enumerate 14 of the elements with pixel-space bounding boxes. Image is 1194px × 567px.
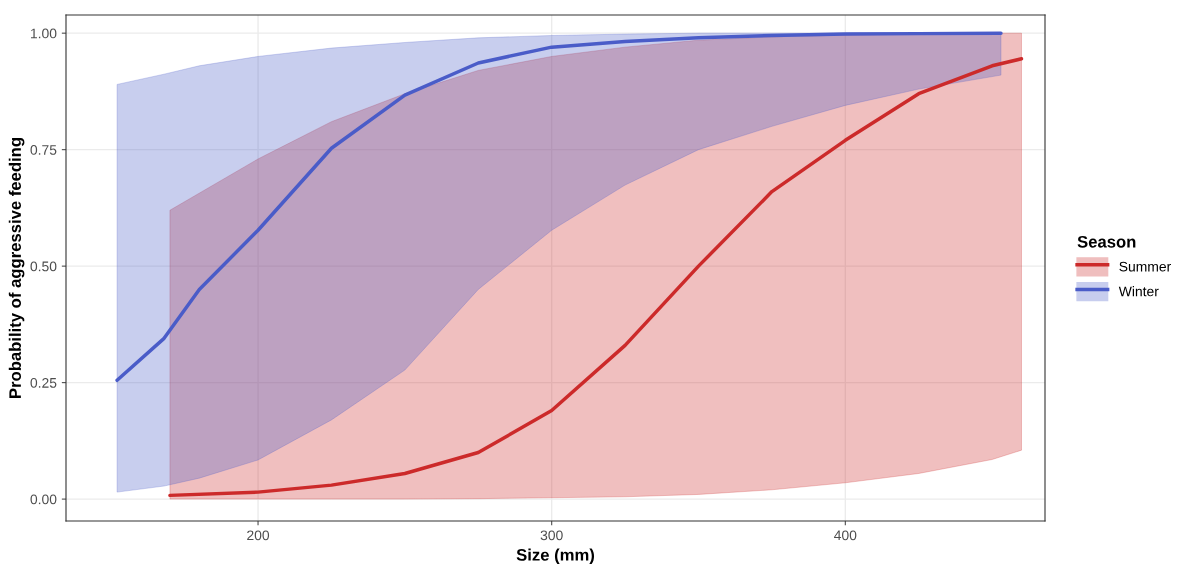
y-tick-label: 0.25 xyxy=(30,377,57,388)
y-axis-title: Probability of aggressive feeding xyxy=(8,138,25,398)
y-tick-label: 0.50 xyxy=(30,261,57,272)
legend-title: Season xyxy=(1077,235,1136,248)
y-tick-label: 1.00 xyxy=(31,28,57,39)
y-tick-label: 0.75 xyxy=(30,144,57,155)
x-axis-title: Size (mm) xyxy=(516,548,595,565)
legend-label: Winter xyxy=(1118,286,1159,297)
line-series xyxy=(115,31,1003,383)
x-tick-label: 300 xyxy=(540,530,563,541)
x-tick-label: 400 xyxy=(834,530,857,541)
y-tick-label: 0.00 xyxy=(30,494,57,505)
x-tick-label: 200 xyxy=(247,530,270,541)
legend-label: Summer xyxy=(1119,261,1171,272)
